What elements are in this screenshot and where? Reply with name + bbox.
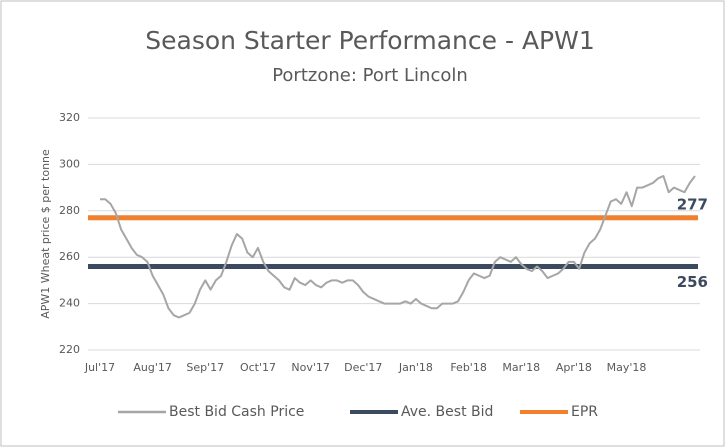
- legend-label: EPR: [571, 404, 598, 420]
- price-line: [100, 175, 696, 319]
- y-tick-label: 220: [59, 343, 80, 356]
- x-tick-label: May'18: [607, 361, 647, 374]
- x-tick-label: Jul'17: [84, 361, 115, 374]
- y-tick-label: 300: [59, 157, 80, 170]
- x-tick-label: Feb'18: [450, 361, 487, 374]
- x-tick-label: Mar'18: [502, 361, 540, 374]
- x-tick-label: Aug'17: [133, 361, 172, 374]
- y-tick-label: 260: [59, 250, 80, 263]
- y-tick-label: 320: [59, 111, 80, 124]
- x-tick-label: Dec'17: [344, 361, 382, 374]
- y-tick-label: 240: [59, 297, 80, 310]
- reference-label: 277: [677, 195, 708, 213]
- legend-label: Best Bid Cash Price: [169, 404, 304, 420]
- reference-label: 256: [677, 273, 708, 291]
- x-tick-label: Jan'18: [398, 361, 433, 374]
- chart-subtitle: Portzone: Port Lincoln: [272, 65, 468, 86]
- chart-title: Season Starter Performance - APW1: [145, 26, 595, 55]
- x-tick-label: Oct'17: [240, 361, 276, 374]
- y-axis-label: APW1 Wheat price $ per tonne: [39, 149, 52, 319]
- x-tick-label: Apr'18: [556, 361, 592, 374]
- legend-label: Ave. Best Bid: [401, 404, 493, 420]
- x-tick-label: Sep'17: [186, 361, 224, 374]
- y-tick-label: 280: [59, 204, 80, 217]
- x-tick-label: Nov'17: [291, 361, 330, 374]
